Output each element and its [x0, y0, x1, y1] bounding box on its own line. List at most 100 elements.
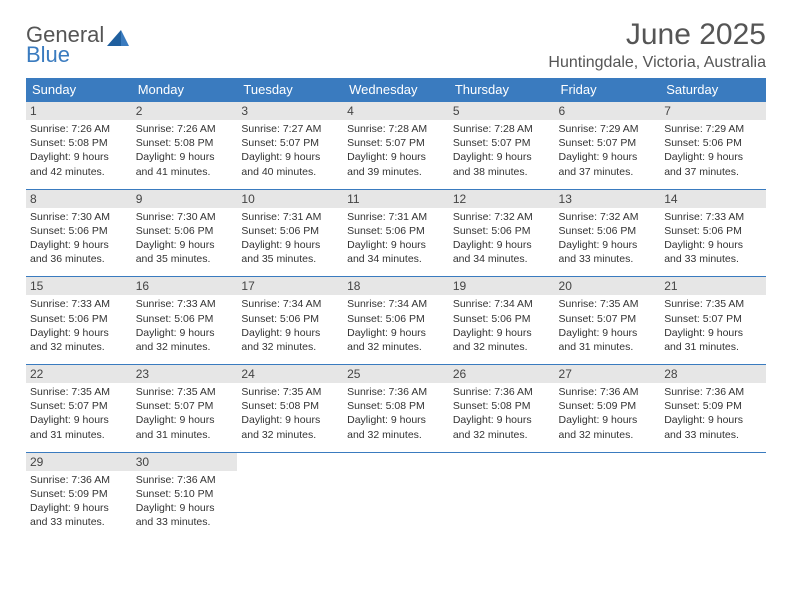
- day-number: 4: [343, 102, 449, 120]
- title-block: June 2025 Huntingdale, Victoria, Austral…: [548, 18, 766, 72]
- day-details: Sunrise: 7:26 AMSunset: 5:08 PMDaylight:…: [30, 122, 128, 179]
- day-number: 10: [237, 190, 343, 208]
- col-sunday: Sunday: [26, 78, 132, 102]
- calendar-day: 3 Sunrise: 7:27 AMSunset: 5:07 PMDaylight…: [237, 102, 343, 190]
- calendar-day: 14 Sunrise: 7:33 AMSunset: 5:06 PMDayligh…: [660, 189, 766, 277]
- day-details: Sunrise: 7:35 AMSunset: 5:07 PMDaylight:…: [136, 385, 234, 442]
- day-details: Sunrise: 7:26 AMSunset: 5:08 PMDaylight:…: [136, 122, 234, 179]
- day-number: 22: [26, 365, 132, 383]
- day-details: Sunrise: 7:32 AMSunset: 5:06 PMDaylight:…: [559, 210, 657, 267]
- day-number: 8: [26, 190, 132, 208]
- calendar-day: 23Sunrise: 7:35 AMSunset: 5:07 PMDayligh…: [132, 365, 238, 453]
- calendar-day: [555, 452, 661, 539]
- day-details: Sunrise: 7:30 AMSunset: 5:06 PMDaylight:…: [30, 210, 128, 267]
- calendar-header-row: Sunday Monday Tuesday Wednesday Thursday…: [26, 78, 766, 102]
- calendar-day: [660, 452, 766, 539]
- day-details: Sunrise: 7:30 AMSunset: 5:06 PMDaylight:…: [136, 210, 234, 267]
- col-monday: Monday: [132, 78, 238, 102]
- calendar-day: 7 Sunrise: 7:29 AMSunset: 5:06 PMDaylight…: [660, 102, 766, 190]
- day-number: 7: [660, 102, 766, 120]
- day-details: Sunrise: 7:33 AMSunset: 5:06 PMDaylight:…: [30, 297, 128, 354]
- page-subtitle: Huntingdale, Victoria, Australia: [548, 54, 766, 72]
- day-details: Sunrise: 7:34 AMSunset: 5:06 PMDaylight:…: [241, 297, 339, 354]
- day-number: 30: [132, 453, 238, 471]
- calendar-day: 21Sunrise: 7:35 AMSunset: 5:07 PMDayligh…: [660, 277, 766, 365]
- day-number: 18: [343, 277, 449, 295]
- col-thursday: Thursday: [449, 78, 555, 102]
- day-number: 27: [555, 365, 661, 383]
- day-number: 12: [449, 190, 555, 208]
- day-details: Sunrise: 7:34 AMSunset: 5:06 PMDaylight:…: [347, 297, 445, 354]
- day-details: Sunrise: 7:36 AMSunset: 5:09 PMDaylight:…: [664, 385, 762, 442]
- calendar-day: 20 Sunrise: 7:35 AMSunset: 5:07 PMDayligh…: [555, 277, 661, 365]
- header: GeneralBlue June 2025 Huntingdale, Victo…: [26, 18, 766, 72]
- calendar-day: 27 Sunrise: 7:36 AMSunset: 5:09 PMDayligh…: [555, 365, 661, 453]
- day-details: Sunrise: 7:29 AMSunset: 5:06 PMDaylight:…: [664, 122, 762, 179]
- day-number: 6: [555, 102, 661, 120]
- logo-text-blue: Blue: [26, 44, 129, 66]
- day-number: 14: [660, 190, 766, 208]
- day-number: 20: [555, 277, 661, 295]
- calendar-day: 4 Sunrise: 7:28 AMSunset: 5:07 PMDaylight…: [343, 102, 449, 190]
- day-details: Sunrise: 7:28 AMSunset: 5:07 PMDaylight:…: [347, 122, 445, 179]
- calendar-day: [343, 452, 449, 539]
- calendar-day: 24 Sunrise: 7:35 AMSunset: 5:08 PMDayligh…: [237, 365, 343, 453]
- day-details: Sunrise: 7:36 AMSunset: 5:08 PMDaylight:…: [453, 385, 551, 442]
- day-number: 13: [555, 190, 661, 208]
- col-saturday: Saturday: [660, 78, 766, 102]
- calendar-day: 1Sunrise: 7:26 AMSunset: 5:08 PMDaylight…: [26, 102, 132, 190]
- calendar-day: 10 Sunrise: 7:31 AMSunset: 5:06 PMDayligh…: [237, 189, 343, 277]
- day-number: 15: [26, 277, 132, 295]
- day-details: Sunrise: 7:36 AMSunset: 5:08 PMDaylight:…: [347, 385, 445, 442]
- day-number: 2: [132, 102, 238, 120]
- day-details: Sunrise: 7:33 AMSunset: 5:06 PMDaylight:…: [664, 210, 762, 267]
- day-number: 11: [343, 190, 449, 208]
- day-details: Sunrise: 7:36 AMSunset: 5:10 PMDaylight:…: [136, 473, 234, 530]
- calendar-day: 9 Sunrise: 7:30 AMSunset: 5:06 PMDaylight…: [132, 189, 238, 277]
- calendar-day: 30 Sunrise: 7:36 AMSunset: 5:10 PMDayligh…: [132, 452, 238, 539]
- calendar-day: 5 Sunrise: 7:28 AMSunset: 5:07 PMDaylight…: [449, 102, 555, 190]
- day-number: 5: [449, 102, 555, 120]
- calendar-week: 22Sunrise: 7:35 AMSunset: 5:07 PMDayligh…: [26, 365, 766, 453]
- page-title: June 2025: [548, 18, 766, 52]
- day-details: Sunrise: 7:31 AMSunset: 5:06 PMDaylight:…: [347, 210, 445, 267]
- calendar-day: 6Sunrise: 7:29 AMSunset: 5:07 PMDaylight…: [555, 102, 661, 190]
- calendar-day: 22Sunrise: 7:35 AMSunset: 5:07 PMDayligh…: [26, 365, 132, 453]
- calendar-day: 26Sunrise: 7:36 AMSunset: 5:08 PMDayligh…: [449, 365, 555, 453]
- calendar-day: 15 Sunrise: 7:33 AMSunset: 5:06 PMDayligh…: [26, 277, 132, 365]
- calendar-day: 18 Sunrise: 7:34 AMSunset: 5:06 PMDayligh…: [343, 277, 449, 365]
- day-details: Sunrise: 7:35 AMSunset: 5:07 PMDaylight:…: [559, 297, 657, 354]
- calendar-day: 16Sunrise: 7:33 AMSunset: 5:06 PMDayligh…: [132, 277, 238, 365]
- day-details: Sunrise: 7:36 AMSunset: 5:09 PMDaylight:…: [559, 385, 657, 442]
- day-number: 16: [132, 277, 238, 295]
- calendar-week: 15 Sunrise: 7:33 AMSunset: 5:06 PMDayligh…: [26, 277, 766, 365]
- calendar-day: 19 Sunrise: 7:34 AMSunset: 5:06 PMDayligh…: [449, 277, 555, 365]
- calendar-day: 13 Sunrise: 7:32 AMSunset: 5:06 PMDayligh…: [555, 189, 661, 277]
- day-number: 17: [237, 277, 343, 295]
- day-number: 21: [660, 277, 766, 295]
- calendar-day: [237, 452, 343, 539]
- day-details: Sunrise: 7:34 AMSunset: 5:06 PMDaylight:…: [453, 297, 551, 354]
- calendar-day: [449, 452, 555, 539]
- day-number: 25: [343, 365, 449, 383]
- day-details: Sunrise: 7:35 AMSunset: 5:08 PMDaylight:…: [241, 385, 339, 442]
- day-details: Sunrise: 7:27 AMSunset: 5:07 PMDaylight:…: [241, 122, 339, 179]
- day-details: Sunrise: 7:28 AMSunset: 5:07 PMDaylight:…: [453, 122, 551, 179]
- calendar-week: 1Sunrise: 7:26 AMSunset: 5:08 PMDaylight…: [26, 102, 766, 190]
- calendar-week: 8Sunrise: 7:30 AMSunset: 5:06 PMDaylight…: [26, 189, 766, 277]
- logo: GeneralBlue: [26, 18, 129, 66]
- calendar-day: 2 Sunrise: 7:26 AMSunset: 5:08 PMDaylight…: [132, 102, 238, 190]
- calendar-week: 29 Sunrise: 7:36 AMSunset: 5:09 PMDayligh…: [26, 452, 766, 539]
- day-number: 24: [237, 365, 343, 383]
- day-number: 19: [449, 277, 555, 295]
- day-details: Sunrise: 7:31 AMSunset: 5:06 PMDaylight:…: [241, 210, 339, 267]
- day-details: Sunrise: 7:32 AMSunset: 5:06 PMDaylight:…: [453, 210, 551, 267]
- day-number: 29: [26, 453, 132, 471]
- day-details: Sunrise: 7:36 AMSunset: 5:09 PMDaylight:…: [30, 473, 128, 530]
- day-number: 9: [132, 190, 238, 208]
- calendar-day: 25 Sunrise: 7:36 AMSunset: 5:08 PMDayligh…: [343, 365, 449, 453]
- calendar-day: 8 Sunrise: 7:30 AMSunset: 5:06 PMDaylight…: [26, 189, 132, 277]
- calendar-table: Sunday Monday Tuesday Wednesday Thursday…: [26, 78, 766, 539]
- day-number: 3: [237, 102, 343, 120]
- col-wednesday: Wednesday: [343, 78, 449, 102]
